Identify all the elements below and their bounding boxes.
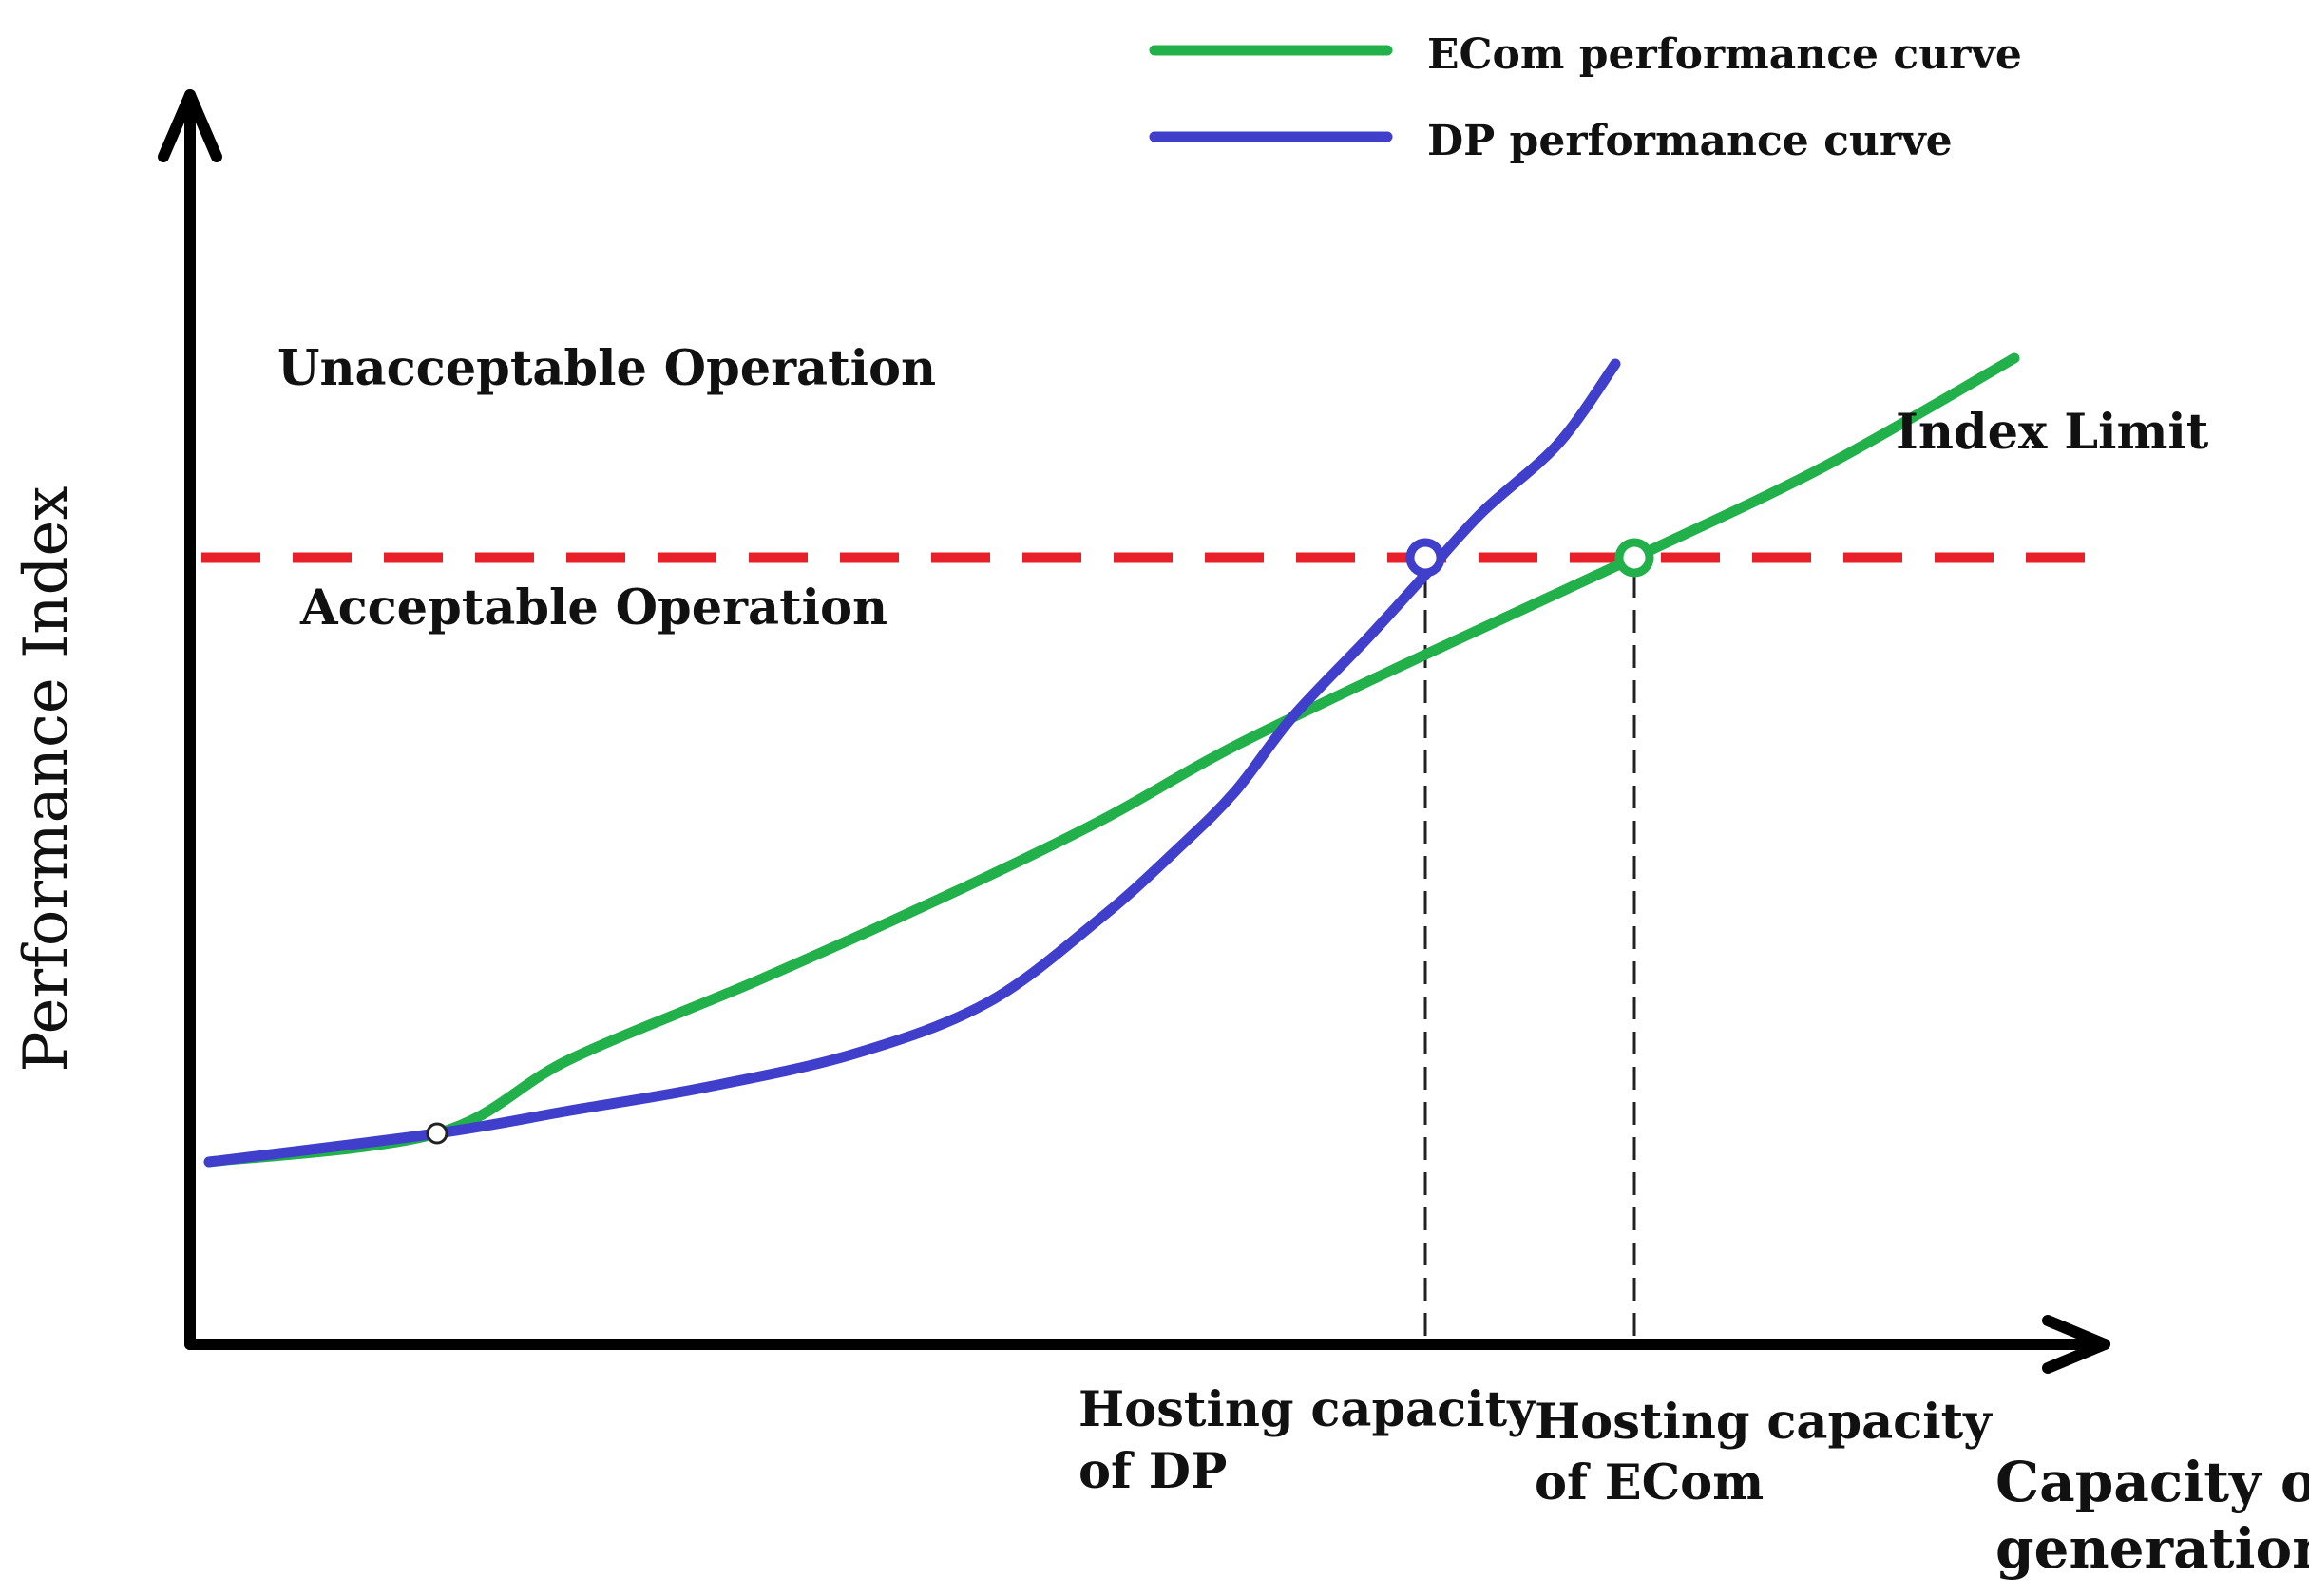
series-dp-line	[203, 358, 1621, 1168]
x-axis-arrowhead	[2042, 1315, 2110, 1374]
dp-limit-crossing-marker	[1405, 538, 1445, 578]
hosting-capacity-dp-line2: of DP	[1078, 1443, 1227, 1500]
legend-label-dp: DP performance curve	[1427, 117, 1953, 165]
y-axis-title: Performance Index	[11, 485, 82, 1072]
branch-point-marker	[426, 1122, 448, 1145]
index-limit-label: Index Limit	[1896, 404, 2209, 461]
series-ecom-line	[203, 352, 2020, 1168]
unacceptable-operation-label: Unacceptable Operation	[277, 340, 936, 397]
hosting-capacity-ecom-line1: Hosting capacity	[1535, 1394, 1993, 1451]
y-axis-arrowhead	[158, 89, 222, 162]
hosting-capacity-ecom-label: Hosting capacity of ECom	[1535, 1394, 2009, 1511]
x-axis-title-line1: Capacity of	[1995, 1450, 2309, 1514]
x-axis-title-line2: generation	[1995, 1516, 2309, 1581]
ecom-limit-crossing-marker	[1614, 538, 1654, 578]
hosting-capacity-ecom-line2: of ECom	[1535, 1454, 1764, 1511]
x-axis-title: Capacity of generation	[1995, 1450, 2309, 1581]
legend: ECom performance curve DP performance cu…	[1149, 30, 2022, 165]
hosting-capacity-dp-line1: Hosting capacity	[1078, 1381, 1536, 1438]
acceptable-operation-label: Acceptable Operation	[299, 580, 887, 636]
legend-label-ecom: ECom performance curve	[1427, 30, 2022, 79]
hosting-capacity-dp-label: Hosting capacity of DP	[1078, 1381, 1553, 1500]
axes	[158, 89, 2110, 1374]
